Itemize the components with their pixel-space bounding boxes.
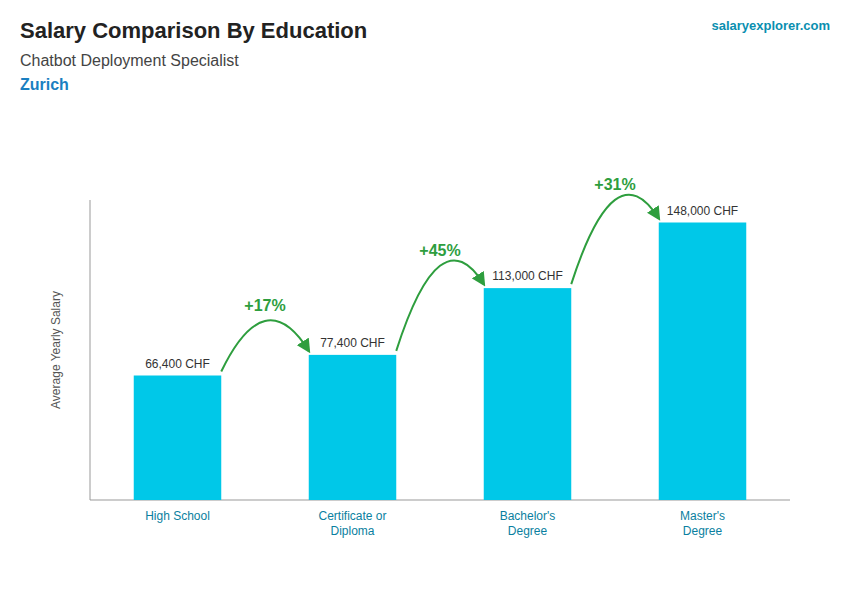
bar — [134, 376, 222, 501]
category-label: Bachelor'sDegree — [500, 509, 556, 538]
category-label-line: Degree — [508, 524, 548, 538]
bars — [134, 223, 747, 501]
data-label: 148,000 CHF — [667, 204, 738, 218]
source: salaryexplorer.com — [711, 18, 830, 33]
subtitle: Zurich — [20, 76, 69, 93]
category-label-line: Diploma — [330, 524, 374, 538]
data-label: 66,400 CHF — [145, 357, 210, 371]
subtitle: Chatbot Deployment Specialist — [20, 52, 239, 69]
change-arrow — [221, 320, 309, 371]
category-label: Certificate orDiploma — [318, 509, 386, 538]
change-arrow — [396, 260, 484, 350]
y-axis-line — [90, 200, 91, 500]
bar — [484, 288, 572, 500]
data-label: 77,400 CHF — [320, 336, 385, 350]
data-label: 113,000 CHF — [492, 269, 562, 283]
category-label-line: Degree — [683, 524, 723, 538]
change-label: +17% — [244, 297, 285, 314]
category-label: High School — [145, 509, 210, 523]
category-label-line: Certificate or — [318, 509, 386, 523]
y-axis-label: Average Yearly Salary — [49, 291, 63, 409]
title: Salary Comparison By Education — [20, 18, 367, 43]
bar — [309, 355, 397, 500]
bar — [659, 223, 747, 501]
chart-container: Salary Comparison By Education Chatbot De… — [0, 0, 850, 606]
chart-svg: Salary Comparison By Education Chatbot De… — [0, 0, 850, 606]
change-label: +45% — [419, 242, 460, 259]
category-label: Master'sDegree — [680, 509, 725, 538]
change-arrow — [571, 195, 659, 284]
category-label-line: Master's — [680, 509, 725, 523]
category-label-line: Bachelor's — [500, 509, 556, 523]
change-label: +31% — [594, 176, 635, 193]
category-label-line: High School — [145, 509, 210, 523]
